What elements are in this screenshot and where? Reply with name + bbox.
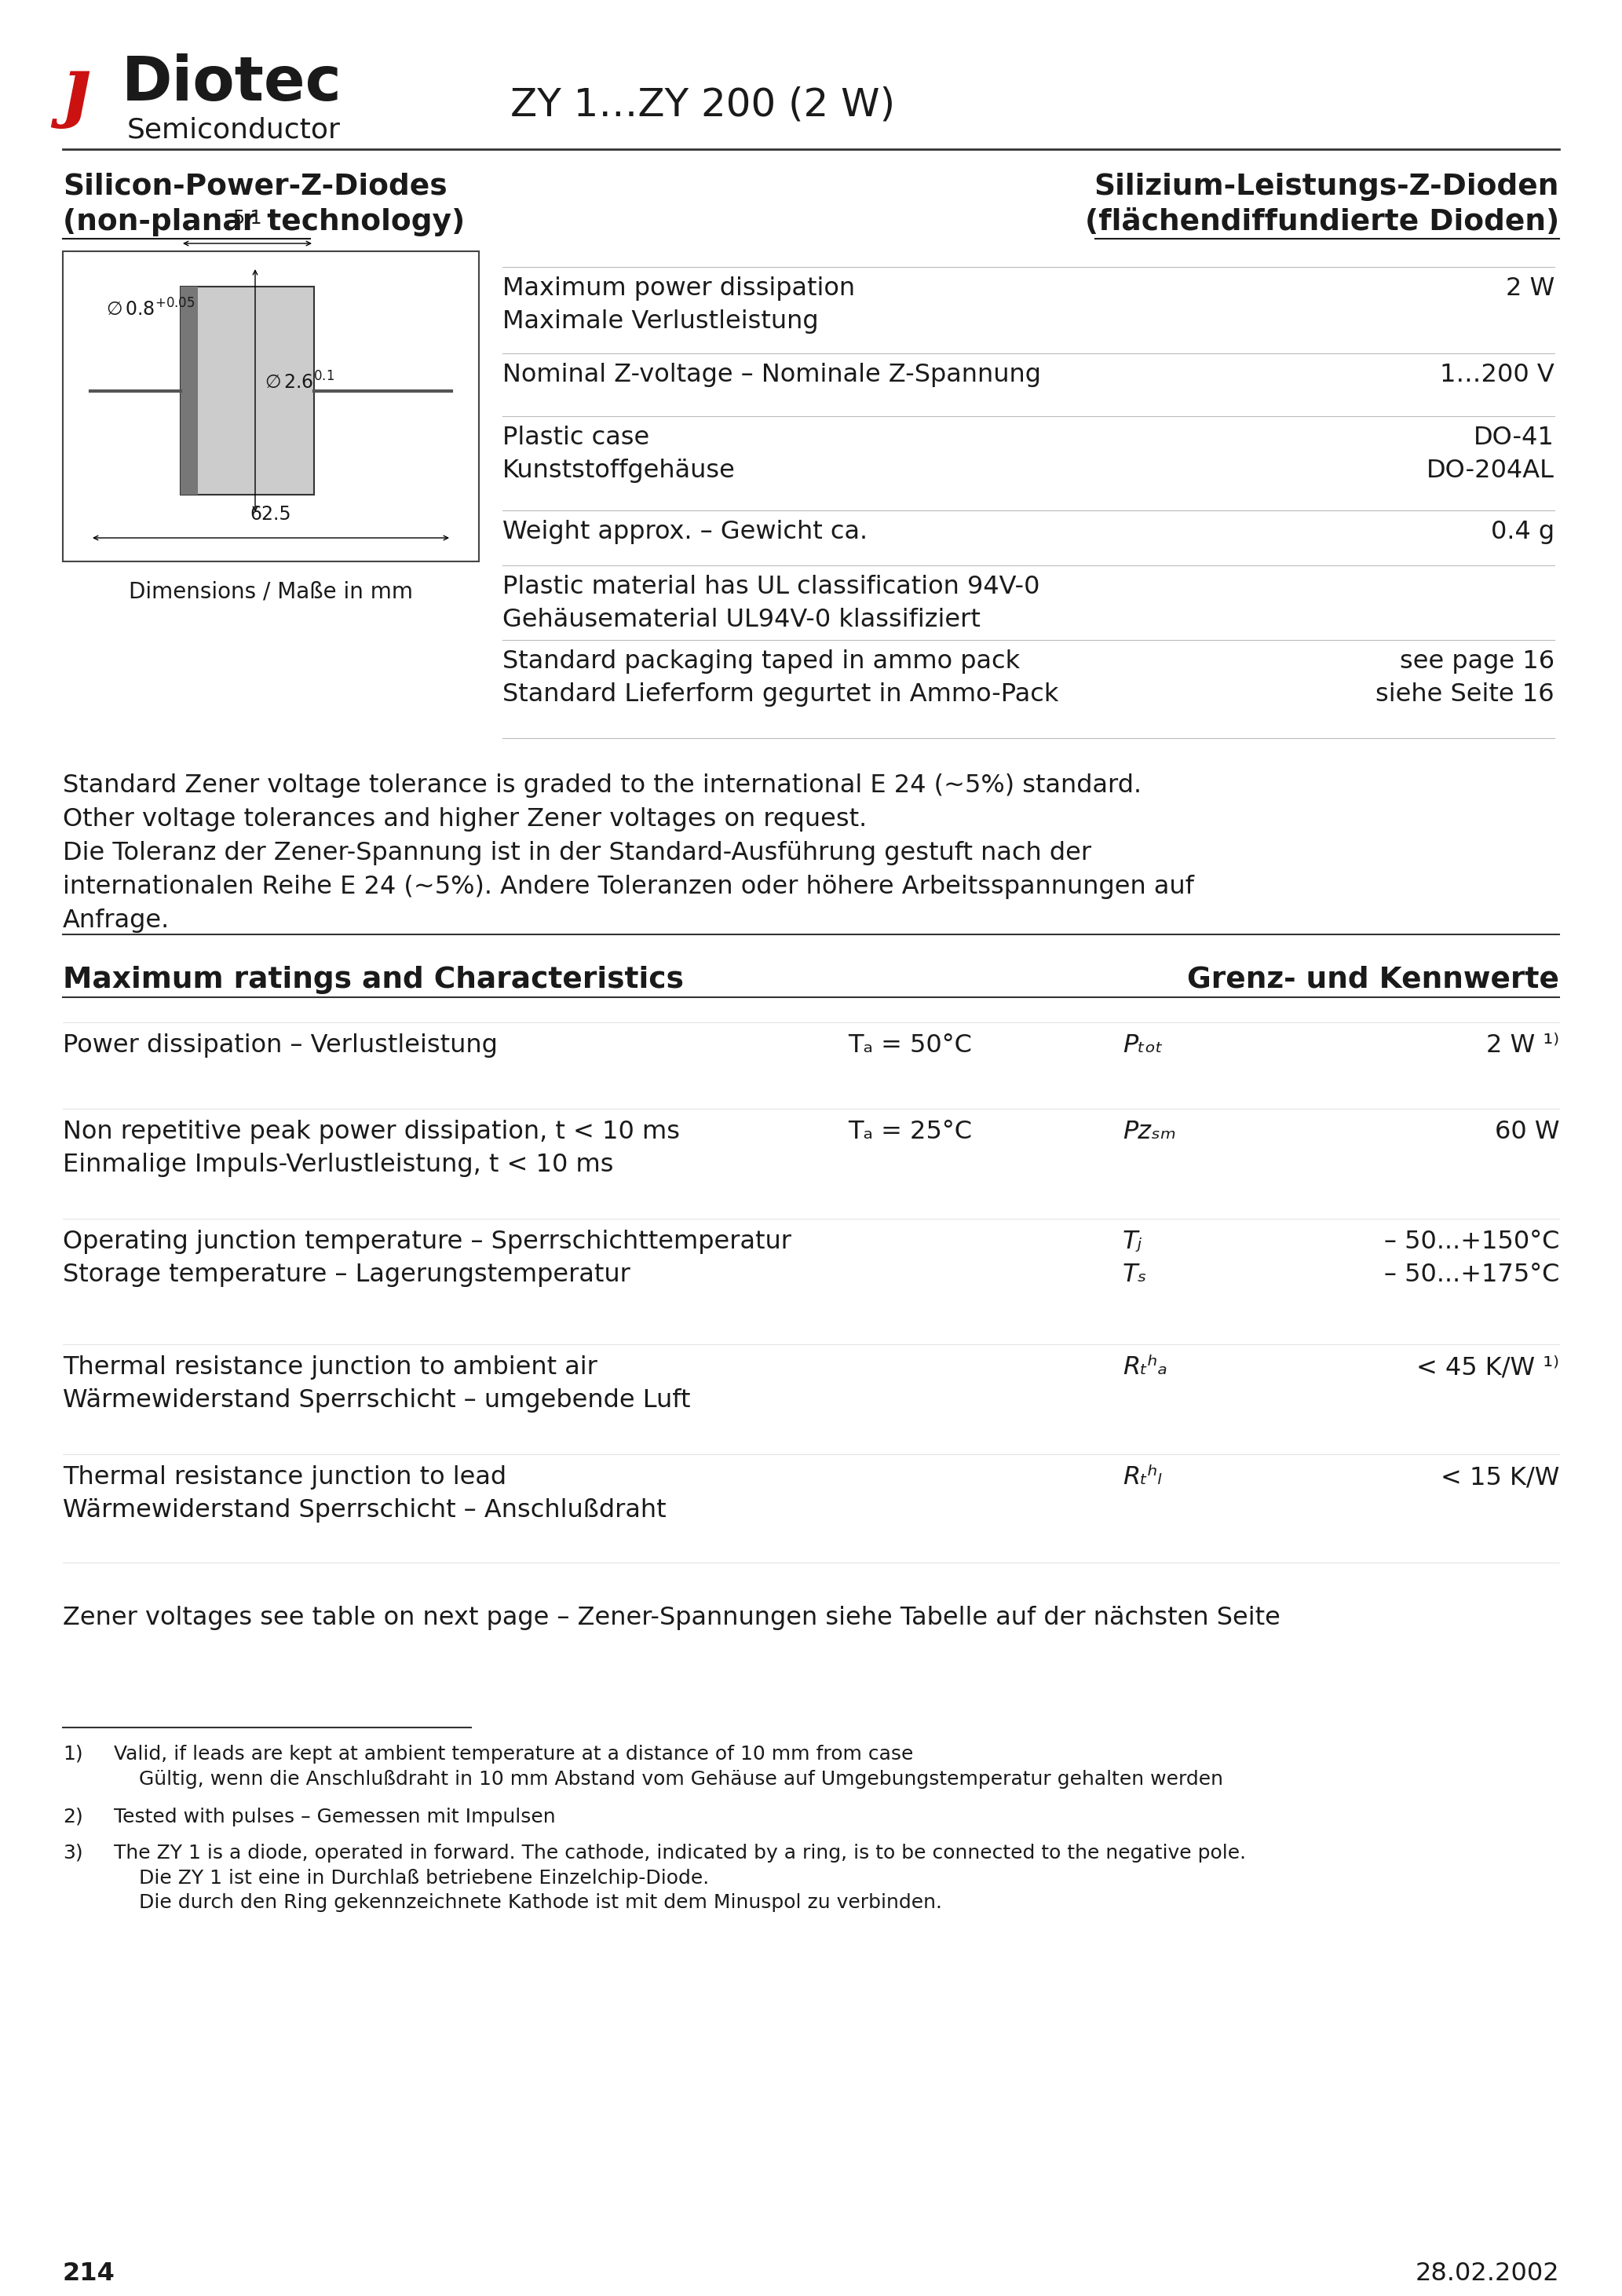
Text: Silicon-Power-Z-Diodes: Silicon-Power-Z-Diodes	[63, 172, 448, 202]
Text: Pᴢₛₘ: Pᴢₛₘ	[1122, 1120, 1176, 1143]
Text: Zener voltages see table on next page – Zener-Spannungen siehe Tabelle auf der n: Zener voltages see table on next page – …	[63, 1605, 1280, 1630]
Text: Power dissipation – Verlustleistung: Power dissipation – Verlustleistung	[63, 1033, 498, 1058]
Text: < 15 K/W: < 15 K/W	[1440, 1465, 1559, 1490]
Text: – 50...+175°C: – 50...+175°C	[1384, 1263, 1559, 1288]
Text: DO-41
DO-204AL: DO-41 DO-204AL	[1427, 425, 1554, 482]
Text: 2 W ¹⁾: 2 W ¹⁾	[1486, 1033, 1559, 1058]
Text: Tₛ: Tₛ	[1122, 1263, 1147, 1288]
Text: Silizium-Leistungs-Z-Dioden: Silizium-Leistungs-Z-Dioden	[1095, 172, 1559, 202]
Text: $\varnothing\,0.8^{+0.05}$: $\varnothing\,0.8^{+0.05}$	[105, 298, 195, 319]
Text: 1…200 V: 1…200 V	[1440, 363, 1554, 388]
Bar	[180, 287, 315, 494]
Text: 2 W: 2 W	[1505, 276, 1554, 301]
Text: Tⱼ: Tⱼ	[1122, 1231, 1142, 1254]
Text: Maximum ratings and Characteristics: Maximum ratings and Characteristics	[63, 967, 684, 994]
Text: 2): 2)	[63, 1807, 83, 1825]
Text: Standard packaging taped in ammo pack
Standard Lieferform gegurtet in Ammo-Pack: Standard packaging taped in ammo pack St…	[503, 650, 1059, 707]
Text: Tₐ = 50°C: Tₐ = 50°C	[848, 1033, 972, 1058]
Text: 214: 214	[63, 2262, 115, 2287]
Text: Pₜₒₜ: Pₜₒₜ	[1122, 1033, 1163, 1058]
Text: Dimensions / Maße in mm: Dimensions / Maße in mm	[128, 581, 414, 604]
Text: Non repetitive peak power dissipation, t < 10 ms
Einmalige Impuls-Verlustleistun: Non repetitive peak power dissipation, t…	[63, 1120, 680, 1178]
Bar	[180, 287, 198, 494]
Text: Semiconductor: Semiconductor	[127, 117, 341, 142]
Text: Thermal resistance junction to lead
Wärmewiderstand Sperrschicht – Anschlußdraht: Thermal resistance junction to lead Wärm…	[63, 1465, 667, 1522]
Text: see page 16
siehe Seite 16: see page 16 siehe Seite 16	[1375, 650, 1554, 707]
Text: Grenz- und Kennwerte: Grenz- und Kennwerte	[1187, 967, 1559, 994]
Text: Rₜʰₗ: Rₜʰₗ	[1122, 1465, 1161, 1490]
Bar	[63, 250, 478, 563]
Text: Tₐ = 25°C: Tₐ = 25°C	[848, 1120, 972, 1143]
Text: 5.1: 5.1	[232, 209, 263, 227]
Text: 1): 1)	[63, 1745, 83, 1763]
Text: Tested with pulses – Gemessen mit Impulsen: Tested with pulses – Gemessen mit Impuls…	[114, 1807, 556, 1825]
Text: The ZY 1 is a diode, operated in forward. The cathode, indicated by a ring, is t: The ZY 1 is a diode, operated in forward…	[114, 1844, 1246, 1913]
Text: 62.5: 62.5	[250, 505, 292, 523]
Text: 60 W: 60 W	[1494, 1120, 1559, 1143]
Text: ȷ: ȷ	[62, 53, 89, 129]
Text: 3): 3)	[63, 1844, 83, 1862]
Text: Maximum power dissipation
Maximale Verlustleistung: Maximum power dissipation Maximale Verlu…	[503, 276, 855, 333]
Text: Rₜʰₐ: Rₜʰₐ	[1122, 1355, 1168, 1380]
Text: Standard Zener voltage tolerance is graded to the international E 24 (~5%) stand: Standard Zener voltage tolerance is grad…	[63, 774, 1194, 932]
Text: 28.02.2002: 28.02.2002	[1414, 2262, 1559, 2287]
Text: < 45 K/W ¹⁾: < 45 K/W ¹⁾	[1416, 1355, 1559, 1380]
Text: Nominal Z-voltage – Nominale Z-Spannung: Nominal Z-voltage – Nominale Z-Spannung	[503, 363, 1041, 388]
Text: Weight approx. – Gewicht ca.: Weight approx. – Gewicht ca.	[503, 519, 868, 544]
Text: (flächendiffundierte Dioden): (flächendiffundierte Dioden)	[1085, 209, 1559, 236]
Text: Thermal resistance junction to ambient air
Wärmewiderstand Sperrschicht – umgebe: Thermal resistance junction to ambient a…	[63, 1355, 691, 1412]
Text: 0.4 g: 0.4 g	[1491, 519, 1554, 544]
Text: Plastic material has UL classification 94V-0
Gehäusematerial UL94V-0 klassifizie: Plastic material has UL classification 9…	[503, 574, 1040, 631]
Text: – 50...+150°C: – 50...+150°C	[1384, 1231, 1559, 1254]
Text: Valid, if leads are kept at ambient temperature at a distance of 10 mm from case: Valid, if leads are kept at ambient temp…	[114, 1745, 1223, 1789]
Text: Operating junction temperature – Sperrschichttemperatur
Storage temperature – La: Operating junction temperature – Sperrsc…	[63, 1231, 792, 1286]
Text: Plastic case
Kunststoffgehäuse: Plastic case Kunststoffgehäuse	[503, 425, 735, 482]
Text: $\varnothing\,2.6^{0.1}$: $\varnothing\,2.6^{0.1}$	[264, 372, 334, 393]
Text: (non-planar technology): (non-planar technology)	[63, 209, 466, 236]
Text: ZY 1…ZY 200 (2 W): ZY 1…ZY 200 (2 W)	[511, 87, 895, 124]
Text: Diotec: Diotec	[122, 53, 342, 113]
